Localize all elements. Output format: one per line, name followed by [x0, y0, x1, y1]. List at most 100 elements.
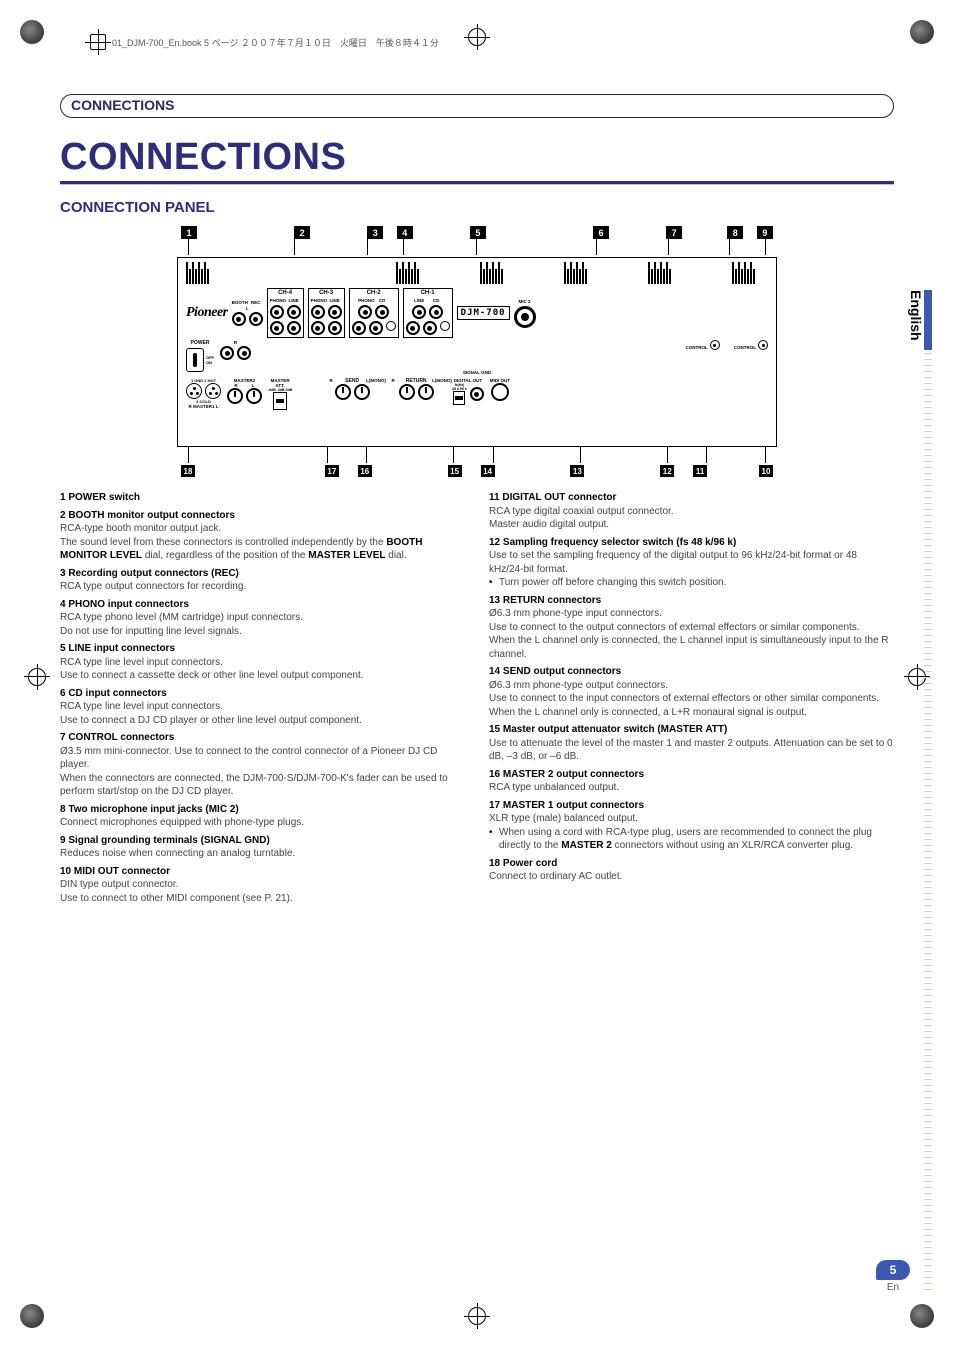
- item-heading: 1 POWER switch: [60, 491, 465, 505]
- vent-icon: [186, 262, 222, 284]
- rear-panel-figure: 1 2 3 4 5 6 7 8 9: [177, 226, 777, 477]
- rca-jack-icon: [358, 305, 372, 319]
- callout: 4: [397, 226, 413, 239]
- item-heading: 12 Sampling frequency selector switch (f…: [489, 536, 894, 550]
- callout: 18: [181, 465, 195, 477]
- title-underline: [60, 181, 894, 185]
- rca-jack-icon: [220, 346, 234, 360]
- callout: 9: [757, 226, 773, 239]
- callout: 13: [570, 465, 584, 477]
- phone-jack-icon: [354, 384, 370, 400]
- panel-label: LINE: [287, 298, 301, 303]
- callout: 14: [481, 465, 495, 477]
- item-heading: 15 Master output attenuator switch (MAST…: [489, 723, 894, 737]
- panel-label: MIC 2: [519, 299, 531, 304]
- body-text: Master audio digital output.: [489, 518, 894, 532]
- ground-terminal-icon: [440, 321, 450, 331]
- vent-icon: [732, 262, 768, 284]
- item-heading: 2 BOOTH monitor output connectors: [60, 509, 465, 523]
- body-text: When the connectors are connected, the D…: [60, 772, 465, 799]
- phone-jack-icon: [418, 384, 434, 400]
- panel-label: CD: [429, 298, 443, 303]
- panel-label: CONTROL: [734, 345, 756, 350]
- panel-label: ON: [206, 360, 214, 365]
- callout: 16: [358, 465, 372, 477]
- callout: 12: [660, 465, 674, 477]
- panel-label: CONTROL: [686, 345, 708, 350]
- body-text: Turn power off before changing this swit…: [489, 576, 894, 590]
- panel-label: CH-4: [277, 290, 293, 296]
- phone-jack-icon: [514, 306, 536, 328]
- rca-jack-icon: [406, 321, 420, 335]
- callout-row-bottom: 18 17 16 15 14 13 12 11 10: [177, 465, 777, 477]
- body-text: Use to attenuate the level of the master…: [489, 737, 894, 764]
- rca-jack-icon: [237, 346, 251, 360]
- body-text: Use to connect to other MIDI component (…: [60, 892, 465, 906]
- panel-label: CH-2: [366, 290, 382, 296]
- language-tab-track: [924, 353, 932, 1293]
- item-heading: 5 LINE input connectors: [60, 642, 465, 656]
- mini-jack-icon: [758, 340, 768, 350]
- section-tab: CONNECTIONS: [60, 94, 894, 118]
- rca-jack-icon: [311, 321, 325, 335]
- page-footer: 5 En: [876, 1260, 910, 1293]
- panel-label: CH-3: [318, 290, 334, 296]
- crop-mark: [468, 1307, 486, 1325]
- rca-jack-icon: [232, 312, 246, 326]
- body-text: RCA-type booth monitor output jack.: [60, 522, 465, 536]
- item-heading: 11 DIGITAL OUT connector: [489, 491, 894, 505]
- body-text: Use to connect to the output connectors …: [489, 621, 894, 635]
- item-heading: 14 SEND output connectors: [489, 665, 894, 679]
- left-column: 1 POWER switch 2 BOOTH monitor output co…: [60, 487, 465, 905]
- body-text: Ø6.3 mm phone-type output connectors.: [489, 679, 894, 693]
- mini-jack-icon: [710, 340, 720, 350]
- item-heading: 10 MIDI OUT connector: [60, 865, 465, 879]
- item-heading: 7 CONTROL connectors: [60, 731, 465, 745]
- vent-icon: [648, 262, 684, 284]
- item-heading: 16 MASTER 2 output connectors: [489, 768, 894, 782]
- rca-jack-icon: [270, 305, 284, 319]
- rca-jack-icon: [311, 305, 325, 319]
- crop-mark: [20, 1304, 44, 1333]
- callout-lines: [177, 239, 777, 257]
- rca-jack-icon: [249, 312, 263, 326]
- item-heading: 17 MASTER 1 output connectors: [489, 799, 894, 813]
- callout: 11: [693, 465, 707, 477]
- callout-lines: [177, 447, 777, 465]
- panel-label: BOOTH: [232, 300, 246, 305]
- body-text: Ø6.3 mm phone-type input connectors.: [489, 607, 894, 621]
- vent-icon: [480, 262, 516, 284]
- rca-jack-icon: [328, 305, 342, 319]
- body-text: Connect microphones equipped with phone-…: [60, 816, 465, 830]
- ground-terminal-icon: [386, 321, 396, 331]
- body-text: Use to set the sampling frequency of the…: [489, 549, 894, 576]
- body-text: Use to connect a DJ CD player or other l…: [60, 714, 465, 728]
- body-text: When the L channel only is connected, th…: [489, 634, 894, 661]
- body-text: When using a cord with RCA-type plug, us…: [489, 826, 894, 853]
- panel-label: L(MONO): [432, 378, 446, 384]
- rca-jack-icon: [470, 387, 484, 401]
- item-heading: 13 RETURN connectors: [489, 594, 894, 608]
- channel-group: CH-1 LINECD: [403, 288, 453, 338]
- panel-label: LINE: [412, 298, 426, 303]
- page-number: 5: [876, 1260, 910, 1280]
- language-tab: English: [908, 290, 924, 341]
- channel-group: CH-3 PHONOLINE: [308, 288, 345, 338]
- body-text: DIN type output connector.: [60, 878, 465, 892]
- body-text: Use to connect a cassette deck or other …: [60, 669, 465, 683]
- book-icon: [90, 34, 106, 50]
- callout: 7: [666, 226, 682, 239]
- body-text: RCA type phono level (MM cartridge) inpu…: [60, 611, 465, 625]
- panel-label: PHONO: [270, 298, 284, 303]
- item-heading: 9 Signal grounding terminals (SIGNAL GND…: [60, 834, 465, 848]
- body-text: The sound level from these connectors is…: [60, 536, 465, 563]
- rca-jack-icon: [369, 321, 383, 335]
- body-text: RCA type unbalanced output.: [489, 781, 894, 795]
- rca-jack-icon: [287, 305, 301, 319]
- channel-group: CH-4 PHONOLINE: [267, 288, 304, 338]
- model-label: DJM-700: [457, 306, 510, 320]
- panel-label: L: [246, 306, 249, 311]
- callout: 2: [294, 226, 310, 239]
- body-text: XLR type (male) balanced output.: [489, 812, 894, 826]
- rca-jack-icon: [246, 388, 262, 404]
